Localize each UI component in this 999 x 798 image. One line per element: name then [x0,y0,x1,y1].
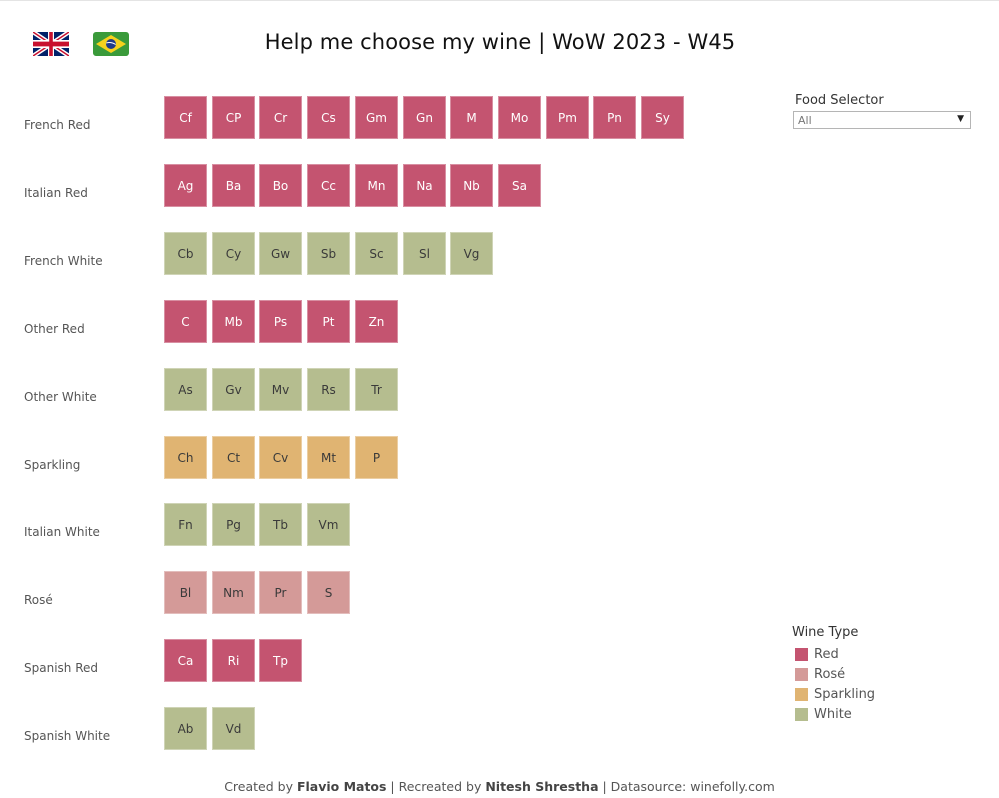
food-selector-dropdown[interactable]: All ▼ [793,111,971,129]
legend-label: White [814,706,852,722]
row-label: Italian Red [24,186,88,200]
legend-label: Red [814,646,839,662]
wine-tile[interactable]: Vm [307,503,350,546]
wine-tile[interactable]: Sc [355,232,398,275]
uk-flag-icon[interactable] [33,32,69,56]
wine-tile[interactable]: Zn [355,300,398,343]
wine-tile[interactable]: Cf [164,96,207,139]
wine-tile[interactable]: Mn [355,164,398,207]
wine-tile[interactable]: Ri [212,639,255,682]
legend-item[interactable]: Rosé [795,666,845,682]
wine-tile[interactable]: Cr [259,96,302,139]
wine-tile[interactable]: Pn [593,96,636,139]
legend-item[interactable]: White [795,706,852,722]
legend-swatch [795,707,808,721]
wine-tile[interactable]: Bl [164,571,207,614]
footer-created-prefix: Created by [224,779,297,794]
wine-tile[interactable]: Sy [641,96,684,139]
wine-tile[interactable]: Gm [355,96,398,139]
wine-tile[interactable]: Sa [498,164,541,207]
wine-tile[interactable]: Mb [212,300,255,343]
footer-datasource: | Datasource: winefolly.com [598,779,775,794]
wine-tile[interactable]: Rs [307,368,350,411]
wine-tile[interactable]: Nb [450,164,493,207]
wine-tile[interactable]: Gv [212,368,255,411]
row-label: Other White [24,390,97,404]
wine-tile[interactable]: Bo [259,164,302,207]
wine-tile[interactable]: Pr [259,571,302,614]
wine-tile[interactable]: Na [403,164,446,207]
wine-tile[interactable]: Pm [546,96,589,139]
wine-tile[interactable]: Gn [403,96,446,139]
page-title: Help me choose my wine | WoW 2023 - W45 [264,30,736,54]
wine-tile[interactable]: Vd [212,707,255,750]
wine-tile[interactable]: Ab [164,707,207,750]
row-label: Sparkling [24,458,81,472]
wine-tile[interactable]: Mo [498,96,541,139]
footer-creator: Flavio Matos [296,779,387,794]
wine-tile[interactable]: Tr [355,368,398,411]
wine-tile[interactable]: M [450,96,493,139]
wine-tile[interactable]: Ca [164,639,207,682]
wine-tile[interactable]: P [355,436,398,479]
wine-tile[interactable]: Pg [212,503,255,546]
wine-tile[interactable]: Sb [307,232,350,275]
wine-tile[interactable]: C [164,300,207,343]
wine-tile[interactable]: Fn [164,503,207,546]
brazil-flag-icon[interactable] [93,32,129,56]
row-label: Rosé [24,593,53,607]
food-selector-label: Food Selector [795,93,884,108]
legend-label: Sparkling [814,686,876,702]
wine-tile[interactable]: S [307,571,350,614]
legend-item[interactable]: Red [795,646,839,662]
footer-recreated-prefix: | Recreated by [386,779,486,794]
wine-tile[interactable]: Mt [307,436,350,479]
wine-tile[interactable]: Ct [212,436,255,479]
wine-tile[interactable]: CP [212,96,255,139]
wine-tile[interactable]: Cc [307,164,350,207]
chevron-down-icon: ▼ [957,114,964,124]
wine-tile[interactable]: Tb [259,503,302,546]
wine-tile[interactable]: Vg [450,232,493,275]
row-label: Other Red [24,322,85,336]
legend-item[interactable]: Sparkling [795,686,875,702]
food-selector-value: All [798,114,812,127]
footer-recreator: Nitesh Shrestha [485,779,599,794]
wine-tile[interactable]: Nm [212,571,255,614]
wine-tile[interactable]: Tp [259,639,302,682]
wine-tile[interactable]: As [164,368,207,411]
legend-swatch [795,687,808,701]
wine-tile[interactable]: Cs [307,96,350,139]
wine-tile[interactable]: Ch [164,436,207,479]
legend-label: Rosé [814,666,846,682]
legend-swatch [795,667,808,681]
row-label: French White [24,254,103,268]
wine-tile[interactable]: Cv [259,436,302,479]
footer-credits: Created by Flavio Matos | Recreated by N… [0,779,999,794]
wine-tile[interactable]: Pt [307,300,350,343]
wine-tile[interactable]: Cy [212,232,255,275]
row-label: Italian White [24,525,100,539]
row-label: French Red [24,118,91,132]
top-divider [0,0,999,1]
legend-title: Wine Type [792,625,859,640]
row-label: Spanish White [24,729,111,743]
wine-tile[interactable]: Ba [212,164,255,207]
wine-tile[interactable]: Gw [259,232,302,275]
wine-tile[interactable]: Sl [403,232,446,275]
wine-tile[interactable]: Ps [259,300,302,343]
wine-tile[interactable]: Mv [259,368,302,411]
legend-swatch [795,647,808,661]
wine-tile[interactable]: Ag [164,164,207,207]
row-label: Spanish Red [24,661,98,675]
wine-tile[interactable]: Cb [164,232,207,275]
